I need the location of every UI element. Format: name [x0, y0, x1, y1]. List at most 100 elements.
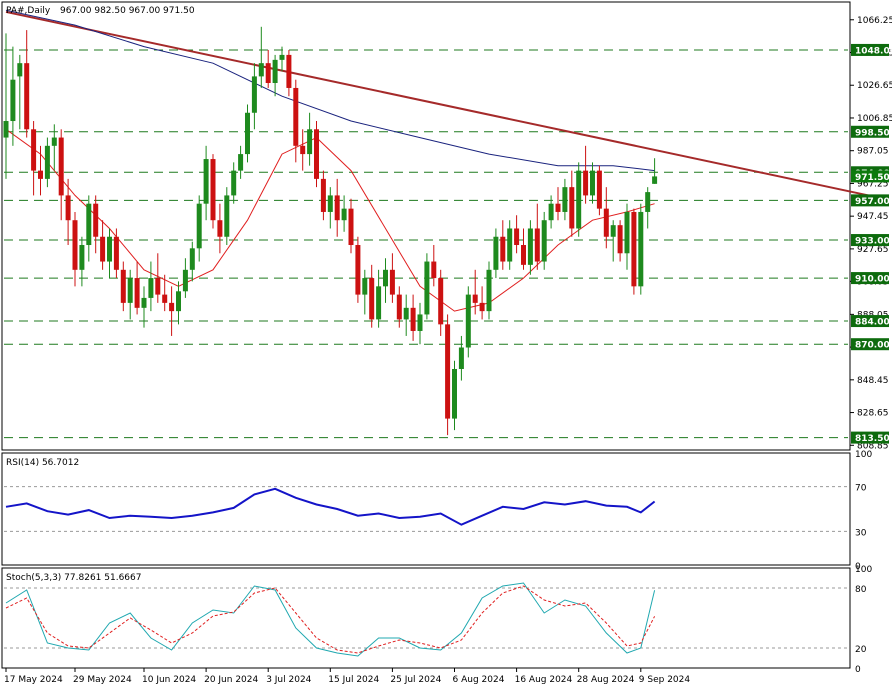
rsi-reference-lines — [4, 486, 848, 532]
rsi-series-line — [5, 487, 656, 526]
symbol-label: PA#,Daily — [6, 6, 51, 16]
time-tick-label: 9 Sep 2024 — [639, 675, 691, 685]
bull-candle — [176, 291, 181, 312]
rsi-scale-label: 100 — [855, 450, 872, 460]
bear-candle — [65, 195, 71, 221]
bull-candle — [486, 269, 492, 312]
bull-candle — [541, 220, 547, 262]
bear-candle — [300, 145, 306, 155]
time-tick-label: 16 Aug 2024 — [515, 675, 573, 685]
bear-candle — [521, 245, 526, 265]
price-tick-label: 808.85 — [857, 441, 889, 451]
bull-candle — [3, 121, 9, 138]
bull-candle — [610, 225, 616, 237]
level-badge — [851, 338, 889, 351]
bull-candle — [562, 187, 568, 212]
level-badge-label: 910.00 — [855, 275, 890, 285]
bull-candle — [403, 307, 409, 320]
time-tick-label: 25 Jul 2024 — [390, 675, 441, 685]
bear-candle — [583, 170, 589, 196]
time-tick-label: 28 Aug 2024 — [577, 675, 635, 685]
level-badge — [851, 194, 889, 207]
bull-candle — [86, 203, 92, 246]
bull-candle — [424, 261, 430, 315]
bear-candle — [438, 278, 444, 325]
time-tick-label: 15 Jul 2024 — [328, 675, 379, 685]
stoch-reference-lines — [4, 587, 848, 649]
price-tick-label: 1006.85 — [857, 114, 892, 124]
bear-candle — [410, 307, 416, 331]
price-tick-label: 987.05 — [857, 147, 889, 157]
bear-candle — [396, 294, 402, 320]
level-badge-label: 884.00 — [855, 318, 890, 328]
current-price-badge — [851, 170, 889, 183]
bear-candle — [445, 324, 451, 419]
bull-candle — [224, 195, 230, 237]
bull-candle — [44, 145, 50, 179]
bull-candle — [576, 170, 582, 229]
bear-candle — [534, 228, 540, 262]
bear-candle — [603, 208, 609, 237]
bull-candle — [527, 228, 533, 265]
bear-candle — [162, 294, 168, 303]
time-tick-label: 3 Jul 2024 — [266, 675, 311, 685]
bull-candle — [127, 278, 133, 303]
bull-candle — [79, 245, 85, 270]
bear-candle — [210, 159, 216, 221]
bull-candle — [327, 195, 333, 212]
time-tick-label: 17 May 2024 — [4, 675, 63, 685]
price-tick-label: 967.25 — [857, 179, 889, 189]
bear-candle — [265, 63, 271, 84]
level-badge-label: 1048.00 — [855, 46, 892, 56]
price-panel-frame — [1, 1, 851, 451]
bear-candle — [355, 245, 361, 295]
level-badge — [851, 272, 889, 285]
level-badge — [851, 125, 889, 138]
stoch-lines — [5, 582, 656, 657]
price-tick-label: 927.65 — [857, 245, 889, 255]
rsi-panel[interactable]: 100 70 30 0 RSI(14) 56.7012 — [1, 450, 872, 572]
bear-candle — [169, 302, 175, 312]
rsi-scale-label: 70 — [855, 484, 867, 494]
bull-candle — [383, 269, 388, 287]
bull-candle — [107, 236, 112, 262]
stoch-scale-label: 100 — [855, 565, 872, 575]
ohlc-label: 967.00 982.50 967.00 971.50 — [60, 6, 195, 16]
bear-candle — [369, 278, 375, 320]
bull-candle — [493, 236, 499, 270]
bear-candle — [31, 129, 37, 171]
bear-candle — [569, 187, 575, 229]
bull-candle — [341, 208, 347, 221]
bull-candle — [548, 203, 554, 221]
time-tick-label: 20 Jun 2024 — [204, 675, 258, 685]
bull-candle — [465, 294, 471, 348]
bear-candle — [93, 203, 99, 237]
bear-candle — [217, 220, 223, 237]
stoch-label: Stoch(5,3,3) 77.8261 51.6667 — [6, 573, 141, 583]
bear-candle — [472, 294, 478, 303]
horizontal-levels — [4, 49, 848, 439]
level-badge — [851, 234, 889, 247]
price-tick-label: 947.45 — [857, 212, 889, 222]
time-tick-label: 10 Jun 2024 — [142, 675, 196, 685]
candles — [3, 26, 658, 436]
bull-candle — [17, 63, 23, 77]
price-tick-label: 828.65 — [857, 409, 889, 419]
bear-candle — [155, 278, 161, 295]
level-badge-label: 870.00 — [855, 341, 890, 351]
bear-candle — [120, 269, 126, 303]
bear-candle — [348, 208, 354, 246]
bull-candle — [279, 54, 285, 60]
ma-slow-line — [5, 9, 655, 172]
bear-candle — [479, 302, 485, 312]
stoch-panel[interactable]: 100 80 20 0 Stoch(5,3,3) 77.8261 51.6667 — [1, 565, 872, 675]
bear-candle — [334, 195, 340, 221]
ma-fast-line — [5, 128, 655, 312]
moving-averages — [5, 9, 655, 312]
price-panel[interactable]: 1066.251046.451026.651006.85987.05967.25… — [1, 1, 892, 451]
price-tick-label: 1026.65 — [857, 81, 892, 91]
bull-candle — [141, 297, 147, 308]
level-badge-label: 933.00 — [855, 237, 890, 247]
current-price-label: 971.50 — [855, 173, 890, 183]
